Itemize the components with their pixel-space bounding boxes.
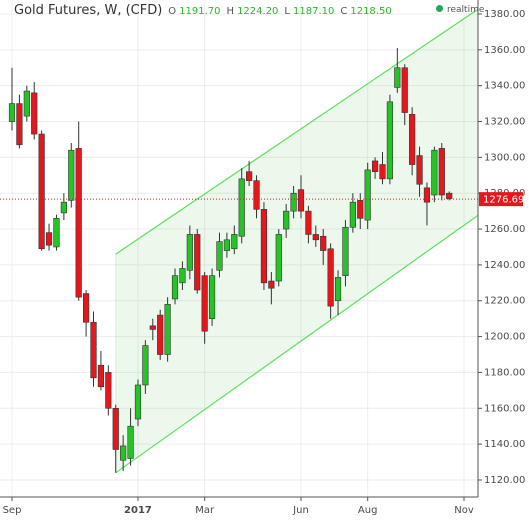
candle-body	[253, 180, 260, 210]
candle-body	[45, 232, 53, 246]
candle-body	[134, 384, 142, 420]
candle-body	[275, 234, 282, 282]
y-tick-label: 1120.00	[484, 475, 525, 486]
candle-body	[320, 235, 327, 251]
legend-key: O	[168, 6, 177, 17]
candle-body	[260, 209, 268, 284]
candle-body	[409, 114, 416, 165]
y-tick-label: 1380.00	[484, 9, 525, 20]
axis-bg	[478, 0, 529, 522]
candle-body	[142, 345, 149, 386]
candle-body	[75, 148, 82, 298]
candle-body	[90, 321, 97, 379]
y-tick-label: 1160.00	[484, 403, 525, 414]
y-tick-label: 1200.00	[484, 332, 525, 343]
candle-body	[305, 210, 312, 235]
candle-body	[31, 92, 38, 135]
x-tick-label: Aug	[358, 505, 378, 516]
candle-body	[194, 234, 201, 291]
status: realtime	[436, 5, 484, 15]
x-tick-label: 2017	[124, 505, 152, 516]
candle-body	[327, 248, 334, 307]
y-tick-label: 1320.00	[484, 117, 525, 128]
y-tick-label: 1340.00	[484, 81, 525, 92]
channel-lower	[115, 214, 480, 474]
candle-body	[186, 234, 193, 271]
x-tick-label: Nov	[454, 505, 474, 516]
candle-body	[238, 178, 245, 237]
last-price-box	[479, 192, 523, 207]
candle-body	[401, 67, 408, 113]
candle-body	[386, 101, 394, 180]
candle-body	[342, 226, 349, 276]
y-tick-label: 1180.00	[484, 367, 525, 378]
candle-body	[120, 445, 127, 461]
candle-body	[16, 103, 23, 146]
candle-body	[431, 149, 438, 196]
last-price-label: 1276.69	[483, 195, 524, 206]
y-tick-label: 1140.00	[484, 439, 525, 450]
candle-body	[83, 293, 90, 323]
candle-body	[446, 192, 453, 199]
candle-body	[364, 169, 371, 221]
candle-body	[371, 160, 379, 173]
chart-title: Gold Futures, W, (CFD)	[14, 3, 163, 18]
legend-key: C	[340, 6, 348, 17]
candle-body	[171, 275, 179, 300]
candle-body	[357, 200, 364, 219]
candle-body	[231, 234, 238, 250]
candle-body	[201, 275, 208, 332]
candle-body	[60, 201, 67, 214]
candle-body	[8, 103, 16, 122]
candle-body	[312, 234, 319, 241]
legend-value: 1187.10	[293, 6, 335, 17]
legend-key: L	[284, 6, 290, 17]
x-tick-label: Mar	[195, 505, 215, 516]
candle-body	[157, 314, 164, 355]
candle-body	[127, 425, 134, 459]
x-tick-label: Jun	[292, 505, 309, 516]
candle-body	[223, 239, 230, 251]
axis-bg	[0, 497, 529, 522]
y-tick-label: 1220.00	[484, 296, 525, 307]
candle-body	[105, 372, 112, 409]
y-tick-label: 1240.00	[484, 260, 525, 271]
candle-body	[297, 189, 305, 212]
candle-body	[334, 277, 342, 302]
candle-body	[379, 164, 386, 180]
x-tick-label: Sep	[3, 505, 22, 516]
channel-upper	[115, 8, 480, 255]
candle-body	[208, 275, 216, 319]
candle-body	[246, 171, 253, 181]
candle-body	[268, 280, 275, 289]
candle-body	[416, 155, 423, 185]
candle-body	[97, 364, 105, 388]
y-tick-label: 1360.00	[484, 45, 525, 56]
candle-body	[38, 133, 45, 250]
candle-body	[394, 67, 401, 88]
legend-value: 1218.50	[350, 6, 392, 17]
candle-body	[164, 304, 171, 355]
candle-body	[349, 201, 356, 228]
chart-header: Gold Futures, W, (CFD) O 1191.70 H 1224.20 L 1…	[14, 3, 392, 18]
y-tick-label: 1260.00	[484, 224, 525, 235]
legend-value: 1224.20	[237, 6, 279, 17]
candle-body	[438, 148, 445, 196]
candle-body	[149, 325, 156, 330]
candle-body	[179, 268, 186, 284]
y-tick-label: 1300.00	[484, 152, 525, 163]
candle-body	[23, 90, 30, 117]
candle-body	[290, 192, 297, 212]
channel-fill	[115, 8, 479, 473]
legend-key: H	[226, 6, 235, 17]
candle-body	[216, 241, 223, 271]
candle-body	[112, 407, 119, 450]
candle-body	[423, 187, 431, 203]
legend-value: 1191.70	[179, 6, 221, 17]
candle-body	[68, 149, 75, 201]
candle-body	[53, 218, 60, 248]
candle-body	[283, 210, 290, 230]
